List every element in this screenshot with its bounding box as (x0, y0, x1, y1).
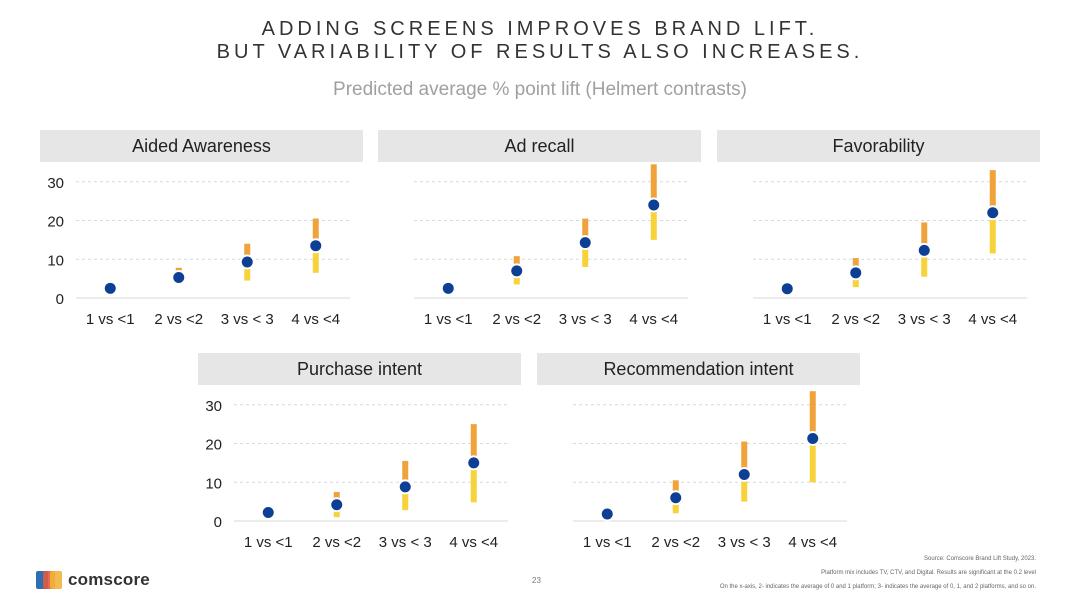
chart-purchase-intent: 0 10 20 30 1 vs <1 2 vs <2 3 vs < 3 4 vs <4 (205, 398, 508, 551)
panel-title-favorability: Favorability (717, 130, 1040, 162)
x-tick-label: 2 vs <2 (492, 311, 541, 328)
footer-note-xaxis: On the x-axis, 2- indicates the average … (719, 584, 1036, 590)
x-tick-label: 3 vs < 3 (379, 534, 432, 551)
data-point-4 (805, 430, 821, 446)
x-tick-label: 2 vs <2 (154, 311, 203, 328)
title-line-1: ADDING SCREENS IMPROVES BRAND LIFT. (261, 18, 819, 40)
y-tick-label: 0 (214, 514, 222, 531)
data-point-4 (646, 197, 662, 213)
chart-ad-recall: 1 vs <1 2 vs <2 3 vs < 3 4 vs <4 (414, 164, 688, 328)
comscore-logo-text: comscore (68, 570, 150, 589)
data-point-3 (736, 467, 752, 482)
x-tick-label: 1 vs <1 (86, 311, 135, 328)
slide-title: ADDING SCREENS IMPROVES BRAND LIFT. BUT … (0, 18, 1080, 64)
panel-title-purchase-intent: Purchase intent (198, 353, 521, 385)
comscore-logo-icon (36, 571, 62, 589)
panel-title-aided-awareness: Aided Awareness (40, 130, 363, 162)
panel-title-recommendation-intent: Recommendation intent (537, 353, 860, 385)
title-line-2: BUT VARIABILITY OF RESULTS ALSO INCREASE… (216, 41, 864, 63)
y-tick-label: 0 (56, 291, 64, 308)
data-point-3 (916, 242, 932, 258)
chart-favorability: 1 vs <1 2 vs <2 3 vs < 3 4 vs <4 (753, 170, 1027, 328)
page-number: 23 (532, 576, 541, 585)
data-point-2 (329, 497, 345, 513)
data-point-3 (397, 479, 413, 495)
data-point-1 (440, 280, 456, 296)
data-point-2 (848, 265, 864, 281)
x-tick-label: 3 vs < 3 (898, 311, 951, 328)
x-tick-label: 4 vs <4 (788, 534, 837, 551)
data-point-3 (239, 254, 255, 270)
data-point-1 (599, 506, 615, 522)
y-tick-label: 20 (47, 214, 64, 231)
data-point-1 (779, 281, 795, 297)
data-point-3 (577, 235, 593, 251)
data-point-2 (509, 263, 525, 279)
x-tick-label: 2 vs <2 (831, 311, 880, 328)
data-point-1 (260, 504, 276, 520)
x-tick-label: 1 vs <1 (763, 311, 812, 328)
data-point-1 (102, 280, 118, 296)
y-tick-label: 10 (47, 252, 64, 269)
x-tick-label: 1 vs <1 (583, 534, 632, 551)
data-point-4 (985, 205, 1001, 221)
x-tick-label: 2 vs <2 (651, 534, 700, 551)
x-tick-label: 4 vs <4 (629, 311, 678, 328)
chart-aided-awareness: 0 10 20 30 1 vs <1 2 vs <2 3 vs < 3 4 vs <4 (47, 175, 350, 328)
x-tick-label: 3 vs < 3 (559, 311, 612, 328)
footer-note-platform: Platform mix includes TV, CTV, and Digit… (821, 570, 1036, 576)
data-point-4 (308, 238, 324, 254)
comscore-logo: comscore (36, 568, 150, 592)
chart-recommendation-intent: 1 vs <1 2 vs <2 3 vs < 3 4 vs <4 (573, 391, 847, 551)
x-tick-label: 2 vs <2 (312, 534, 361, 551)
y-tick-label: 10 (205, 475, 222, 492)
x-tick-label: 3 vs < 3 (221, 311, 274, 328)
y-tick-label: 20 (205, 437, 222, 454)
x-tick-label: 1 vs <1 (244, 534, 293, 551)
x-tick-label: 1 vs <1 (424, 311, 473, 328)
data-point-2 (668, 490, 684, 506)
x-tick-label: 4 vs <4 (449, 534, 498, 551)
slide-subtitle: Predicted average % point lift (Helmert … (333, 79, 747, 100)
x-tick-label: 3 vs < 3 (718, 534, 771, 551)
y-tick-label: 30 (47, 175, 64, 192)
footer-source: Source: Comscore Brand Lift Study, 2023. (924, 556, 1036, 562)
x-tick-label: 4 vs <4 (291, 311, 340, 328)
data-point-4 (466, 455, 482, 471)
x-tick-label: 4 vs <4 (968, 311, 1017, 328)
panel-title-ad-recall: Ad recall (378, 130, 701, 162)
data-point-2 (171, 269, 187, 285)
y-tick-label: 30 (205, 398, 222, 415)
